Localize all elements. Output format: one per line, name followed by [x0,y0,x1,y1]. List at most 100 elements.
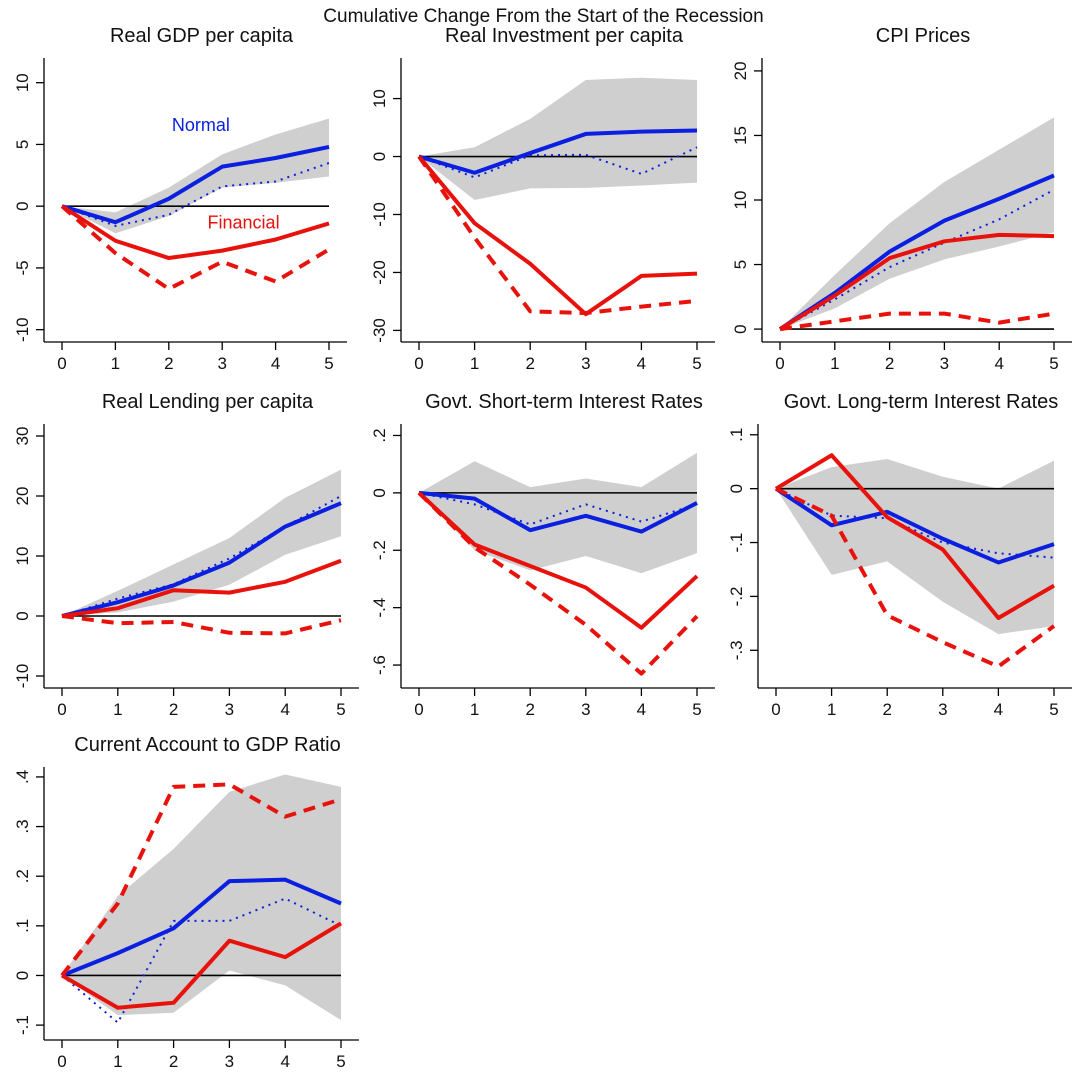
figure: Cumulative Change From the Start of the … [13,6,1072,1071]
y-tick-label: -5 [13,260,32,275]
y-tick-label: -.3 [727,640,746,660]
x-tick-label: 5 [692,700,701,719]
confidence-band [419,77,697,200]
chart-panel-2: Real Investment per capita 0 1 2 3 4 5 -30 -20 -1… [370,25,715,373]
x-tick-label: 2 [885,354,894,373]
y-tick-label: 10 [13,547,32,566]
x-tick-label: 5 [1049,700,1058,719]
series-line-financial-dashed [61,614,342,636]
x-tick-label: 2 [525,354,534,373]
y-tick-label: 0 [370,152,389,161]
chart-panel-4: Real Lending per capita 0 1 2 3 4 5 -10 0 10 20 30 [13,391,359,719]
y-tick-label: 0 [727,484,746,493]
series-line-financial-dashed [775,486,1056,669]
x-tick-label: 4 [271,354,280,373]
x-tick-label: 0 [57,700,66,719]
y-tick-label: -.1 [13,1015,32,1035]
y-tick-label: .1 [727,428,746,442]
y-tick-label: -10 [13,317,32,342]
x-tick-label: 3 [938,700,947,719]
x-tick-label: 3 [940,354,949,373]
confidence-band [780,117,1054,330]
x-tick-label: 0 [57,1052,66,1071]
series-line-normal-solid [774,486,1055,565]
y-tick-label: 10 [13,73,32,92]
series-line-financial-dashed [779,311,1055,332]
series-line-financial-dashed [60,204,331,291]
series-line-normal-dotted [418,146,698,179]
x-tick-label: 2 [169,700,178,719]
series-line-normal-dotted [61,897,342,1024]
x-tick-label: 4 [637,700,646,719]
y-tick-label: 30 [13,427,32,446]
x-tick-label: 5 [692,354,701,373]
y-tick-label: .2 [13,869,32,883]
x-tick-label: 4 [280,700,289,719]
x-tick-label: 3 [225,1052,234,1071]
confidence-band [776,459,1054,635]
series-line-normal-solid [418,490,698,534]
x-tick-label: 4 [994,700,1003,719]
y-tick-label: .2 [370,428,389,442]
x-tick-label: 1 [111,354,120,373]
x-tick-label: 5 [324,354,333,373]
panel-title: Govt. Short-term Interest Rates [425,391,703,413]
x-tick-label: 0 [775,354,784,373]
x-tick-label: 3 [581,354,590,373]
y-tick-label: -.1 [727,533,746,553]
series-line-financial-dashed [60,782,342,977]
x-tick-label: 4 [637,354,646,373]
x-tick-label: 4 [280,1052,289,1071]
x-tick-label: 1 [470,354,479,373]
y-tick-label: -.6 [370,655,389,675]
chart-panel-1: Real GDP per capita 0 1 2 3 4 5 -10 -5 0 5 10 Normal… [13,25,347,373]
chart-panel-5: Govt. Short-term Interest Rates 0 1 2 3 4 5 -.6… [370,391,715,719]
series-line-financial-solid [417,155,698,317]
confidence-band [419,452,697,574]
x-tick-label: 5 [336,700,345,719]
confidence-band [62,469,341,616]
y-tick-label: .3 [13,819,32,833]
y-tick-label: 0 [731,324,750,333]
x-tick-label: 2 [525,700,534,719]
y-tick-label: -.4 [370,598,389,618]
x-tick-label: 3 [581,700,590,719]
chart-panel-6: Govt. Long-term Interest Rates 0 1 2 3 4 5 -.3 -… [727,391,1072,719]
series-line-financial-solid [60,921,343,1010]
y-tick-label: -20 [370,260,389,285]
x-tick-label: 3 [225,700,234,719]
annotation-normal: Normal [172,115,230,135]
panel-title: Real GDP per capita [110,25,294,47]
confidence-band [62,118,329,234]
panel-title: Real Lending per capita [102,391,314,413]
y-tick-label: -30 [370,318,389,343]
y-tick-label: 10 [370,89,389,108]
y-tick-label: 0 [13,201,32,210]
series-line-normal-solid [418,128,698,175]
y-tick-label: 0 [13,971,32,980]
series-line-normal-dotted [61,162,330,227]
chart-panel-3: CPI Prices 0 1 2 3 4 5 0 5 10 15 20 [731,25,1072,373]
y-tick-label: 20 [731,61,750,80]
series-line-normal-dotted [779,188,1055,330]
x-tick-label: 5 [1049,354,1058,373]
x-tick-label: 1 [470,700,479,719]
x-tick-label: 4 [994,354,1003,373]
x-tick-label: 1 [113,1052,122,1071]
y-tick-label: -10 [370,202,389,227]
y-tick-label: 5 [13,140,32,149]
y-tick-label: 0 [370,488,389,497]
series-line-normal-dotted [61,495,342,617]
x-tick-label: 0 [414,354,423,373]
y-tick-label: -10 [13,664,32,689]
x-tick-label: 1 [830,354,839,373]
series-line-financial-solid [61,558,342,618]
figure-title: Cumulative Change From the Start of the … [323,6,764,27]
y-tick-label: -.2 [727,586,746,606]
panel-title: CPI Prices [876,25,970,47]
confidence-band [62,774,341,1021]
y-tick-label: -.2 [370,540,389,560]
series-line-normal-solid [61,877,342,978]
x-tick-label: 1 [827,700,836,719]
x-tick-label: 2 [169,1052,178,1071]
